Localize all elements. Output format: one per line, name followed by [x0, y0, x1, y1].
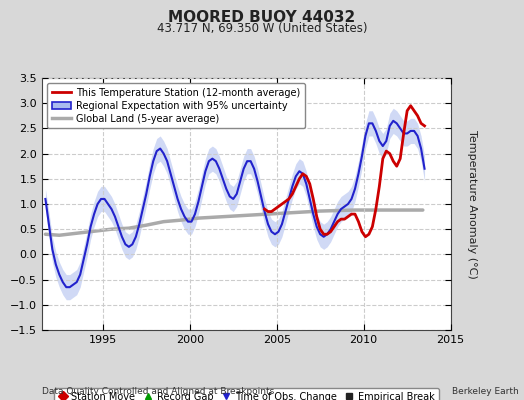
- Text: MOORED BUOY 44032: MOORED BUOY 44032: [168, 10, 356, 25]
- Legend: Station Move, Record Gap, Time of Obs. Change, Empirical Break: Station Move, Record Gap, Time of Obs. C…: [54, 388, 439, 400]
- Y-axis label: Temperature Anomaly (°C): Temperature Anomaly (°C): [467, 130, 477, 278]
- Text: 43.717 N, 69.350 W (United States): 43.717 N, 69.350 W (United States): [157, 22, 367, 35]
- Text: Data Quality Controlled and Aligned at Breakpoints: Data Quality Controlled and Aligned at B…: [42, 387, 274, 396]
- Text: Berkeley Earth: Berkeley Earth: [452, 387, 519, 396]
